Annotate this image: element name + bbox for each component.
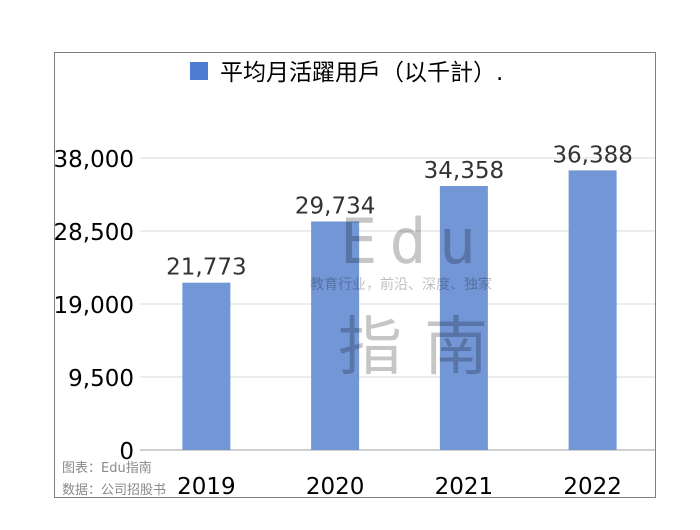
x-tick-label: 2021 (435, 474, 494, 500)
x-tick-label: 2020 (306, 474, 365, 500)
data-credit: 数据：公司招股书 (62, 483, 167, 498)
data-label: 29,734 (295, 194, 375, 220)
y-tick-label: 28,500 (54, 220, 134, 246)
data-labels: 21,773 29,734 34,358 36,388 (166, 142, 633, 280)
watermark-tagline: 教育行业，前沿、深度、独家 (310, 277, 492, 293)
y-tick-label: 9,500 (68, 366, 134, 392)
watermark-latin: Edu (340, 205, 488, 278)
y-tick-label: 38,000 (54, 147, 134, 173)
chart-credit: 图表：Edu指南 (62, 461, 152, 476)
bar (311, 221, 360, 450)
data-label: 34,358 (424, 158, 504, 184)
x-tick-label: 2019 (177, 474, 236, 500)
y-tick-label: 0 (119, 439, 134, 465)
bars (182, 170, 617, 450)
bar (182, 282, 231, 450)
x-axis-ticks: 2019 2020 2021 2022 (177, 474, 622, 500)
y-tick-label: 19,000 (54, 293, 134, 319)
watermark-chinese: 指南 (338, 311, 510, 385)
bar (568, 170, 617, 450)
y-axis-ticks: 0 9,500 19,000 28,500 38,000 (54, 147, 134, 465)
legend-swatch (190, 62, 208, 80)
x-tick-label: 2022 (563, 474, 622, 500)
bar (439, 185, 488, 450)
legend-label: 平均月活躍用戶（以千計）. (220, 60, 503, 86)
data-label: 36,388 (552, 142, 632, 168)
data-label: 21,773 (166, 255, 246, 281)
